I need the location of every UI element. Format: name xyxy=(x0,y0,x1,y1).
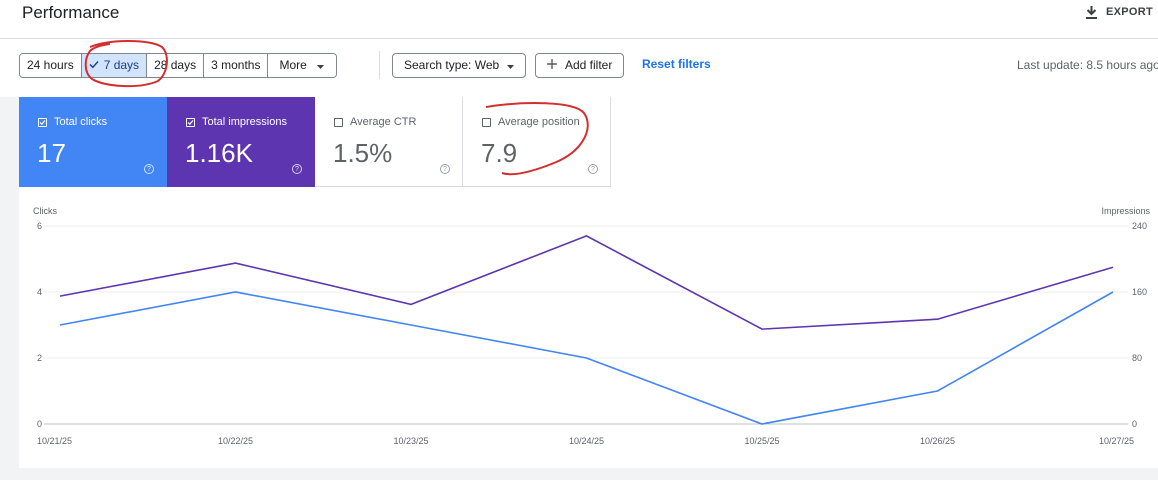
search-type-dropdown[interactable]: Search type: Web xyxy=(392,53,527,78)
add-filter-label: Add filter xyxy=(565,58,613,72)
header: Performance EXPORT xyxy=(0,0,1158,39)
caret-down-icon xyxy=(316,54,324,77)
x-tick-label: 10/24/25 xyxy=(569,436,604,446)
add-filter-button[interactable]: Add filter xyxy=(535,53,625,78)
y-axis-label-right: Impressions xyxy=(1101,206,1150,216)
check-icon xyxy=(89,54,99,77)
date-range-label: 24 hours xyxy=(27,58,74,72)
page-title: Performance xyxy=(22,3,120,22)
x-tick-label: 10/26/25 xyxy=(920,436,955,446)
filter-toolbar: 24 hours 7 days 28 days 3 months More Se… xyxy=(0,39,1158,97)
metric-card-average-position[interactable]: Average position 7.9 ? xyxy=(463,97,611,187)
export-label: EXPORT xyxy=(1106,6,1154,18)
y-tick-right: 80 xyxy=(1132,353,1142,363)
help-icon[interactable]: ? xyxy=(292,164,302,174)
date-range-label: 3 months xyxy=(211,58,261,72)
checkbox-checked-icon xyxy=(186,118,195,127)
more-label: More xyxy=(279,58,307,72)
metric-label: Total impressions xyxy=(202,116,287,128)
y-tick-left: 2 xyxy=(37,353,42,363)
search-type-label: Search type: Web xyxy=(404,58,500,72)
x-tick-label: 10/27/25 xyxy=(1099,436,1134,446)
y-tick-right: 160 xyxy=(1132,287,1147,297)
y-tick-right: 240 xyxy=(1132,221,1147,231)
y-tick-left: 4 xyxy=(37,287,42,297)
toolbar-divider xyxy=(379,51,380,79)
metric-label: Average position xyxy=(498,116,580,128)
more-dropdown[interactable]: More xyxy=(268,54,336,77)
metric-value: 1.16K xyxy=(185,138,253,168)
date-range-label: 7 days xyxy=(103,58,140,72)
caret-down-icon xyxy=(507,54,515,77)
metric-label: Average CTR xyxy=(350,116,417,128)
help-icon[interactable]: ? xyxy=(440,164,450,174)
x-tick-label: 10/23/25 xyxy=(393,436,428,446)
metric-value: 17 xyxy=(37,138,66,168)
metric-value: 1.5% xyxy=(333,138,393,168)
export-button[interactable]: EXPORT xyxy=(1086,2,1153,22)
help-icon[interactable]: ? xyxy=(588,164,598,174)
metric-value: 7.9 xyxy=(481,138,518,168)
metric-card-total-clicks[interactable]: Total clicks 17 ? xyxy=(19,97,167,187)
date-range-28-days[interactable]: 28 days xyxy=(147,54,205,77)
y-tick-left: 6 xyxy=(37,221,42,231)
checkbox-unchecked-icon xyxy=(334,118,343,127)
x-tick-label: 10/21/25 xyxy=(37,436,72,446)
date-range-group: 24 hours 7 days 28 days 3 months More xyxy=(19,53,337,78)
x-tick-label: 10/22/25 xyxy=(218,436,253,446)
last-update-text: Last update: 8.5 hours ago xyxy=(1017,58,1158,72)
download-icon xyxy=(1086,5,1097,19)
y-tick-left: 0 xyxy=(37,419,42,429)
date-range-3-months[interactable]: 3 months xyxy=(204,54,269,77)
help-icon[interactable]: ? xyxy=(144,164,154,174)
reset-filters-link[interactable]: Reset filters xyxy=(642,57,711,71)
y-tick-right: 0 xyxy=(1132,419,1137,429)
performance-line-chart: Clicks Impressions 0 2 4 6 0 80 160 240 10/21/25… xyxy=(33,206,1151,446)
metric-label: Total clicks xyxy=(54,116,108,128)
performance-panel: Total clicks 17 ? Total impressions 1.16… xyxy=(19,97,1158,468)
metric-card-average-ctr[interactable]: Average CTR 1.5% ? xyxy=(315,97,463,187)
y-axis-label-left: Clicks xyxy=(33,206,57,216)
date-range-24-hours[interactable]: 24 hours xyxy=(20,54,82,77)
x-tick-label: 10/25/25 xyxy=(744,436,779,446)
checkbox-checked-icon xyxy=(38,118,47,127)
series-line-clicks[interactable] xyxy=(59,291,1114,425)
checkbox-unchecked-icon xyxy=(482,118,491,127)
date-range-7-days[interactable]: 7 days xyxy=(81,54,148,77)
plus-icon xyxy=(547,54,557,77)
metric-card-total-impressions[interactable]: Total impressions 1.16K ? xyxy=(167,97,315,187)
date-range-label: 28 days xyxy=(154,58,197,72)
series-line-impressions[interactable] xyxy=(59,235,1114,330)
